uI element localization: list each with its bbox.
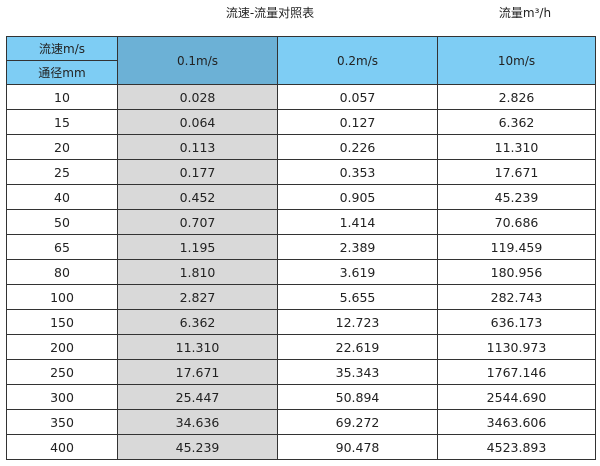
table-row: 350 34.636 69.272 3463.606 [6, 409, 596, 435]
flow-cell: 0.707 [117, 209, 278, 235]
diameter-cell: 65 [6, 234, 118, 260]
flow-cell: 0.057 [277, 84, 438, 110]
unit-label: 流量m³/h [498, 6, 552, 20]
flow-cell: 25.447 [117, 384, 278, 410]
flow-cell: 34.636 [117, 409, 278, 435]
diameter-cell: 20 [6, 134, 118, 160]
flow-cell: 70.686 [437, 209, 596, 235]
flow-cell: 17.671 [117, 359, 278, 385]
diameter-cell: 15 [6, 109, 118, 135]
diameter-cell: 100 [6, 284, 118, 310]
flow-cell: 1767.146 [437, 359, 596, 385]
table-row: 80 1.810 3.619 180.956 [6, 259, 596, 285]
flow-cell: 0.905 [277, 184, 438, 210]
flow-cell: 2.389 [277, 234, 438, 260]
flow-cell: 0.353 [277, 159, 438, 185]
diameter-cell: 40 [6, 184, 118, 210]
table-row: 15 0.064 0.127 6.362 [6, 109, 596, 135]
flow-cell: 6.362 [117, 309, 278, 335]
flow-cell: 4523.893 [437, 434, 596, 460]
column-header: 0.2m/s [277, 36, 438, 85]
diameter-cell: 150 [6, 309, 118, 335]
diameter-cell: 80 [6, 259, 118, 285]
flow-cell: 50.894 [277, 384, 438, 410]
table-row: 65 1.195 2.389 119.459 [6, 234, 596, 260]
flow-cell: 22.619 [277, 334, 438, 360]
flow-cell: 2.827 [117, 284, 278, 310]
flow-cell: 45.239 [117, 434, 278, 460]
flow-cell: 636.173 [437, 309, 596, 335]
flow-cell: 0.113 [117, 134, 278, 160]
flow-cell: 3463.606 [437, 409, 596, 435]
flow-cell: 5.655 [277, 284, 438, 310]
flow-cell: 1130.973 [437, 334, 596, 360]
diameter-cell: 400 [6, 434, 118, 460]
flow-cell: 12.723 [277, 309, 438, 335]
table-row: 150 6.362 12.723 636.173 [6, 309, 596, 335]
flow-cell: 1.195 [117, 234, 278, 260]
table-row: 20 0.113 0.226 11.310 [6, 134, 596, 160]
flow-cell: 45.239 [437, 184, 596, 210]
table-row: 400 45.239 90.478 4523.893 [6, 434, 596, 460]
flow-cell: 0.028 [117, 84, 278, 110]
flow-cell: 3.619 [277, 259, 438, 285]
flow-cell: 6.362 [437, 109, 596, 135]
flow-cell: 90.478 [277, 434, 438, 460]
flow-cell: 35.343 [277, 359, 438, 385]
diameter-cell: 25 [6, 159, 118, 185]
diameter-cell: 50 [6, 209, 118, 235]
diameter-header: 通径mm [6, 60, 118, 85]
flow-cell: 282.743 [437, 284, 596, 310]
diameter-cell: 250 [6, 359, 118, 385]
flow-cell: 17.671 [437, 159, 596, 185]
table-row: 300 25.447 50.894 2544.690 [6, 384, 596, 410]
table-row: 25 0.177 0.353 17.671 [6, 159, 596, 185]
column-header: 10m/s [437, 36, 596, 85]
table-title: 流速-流量对照表 [225, 6, 315, 20]
flow-cell: 11.310 [437, 134, 596, 160]
table-row: 40 0.452 0.905 45.239 [6, 184, 596, 210]
diameter-cell: 200 [6, 334, 118, 360]
table-row: 10 0.028 0.057 2.826 [6, 84, 596, 110]
flow-cell: 0.064 [117, 109, 278, 135]
flow-cell: 0.127 [277, 109, 438, 135]
table-row: 50 0.707 1.414 70.686 [6, 209, 596, 235]
diameter-cell: 10 [6, 84, 118, 110]
flow-cell: 1.414 [277, 209, 438, 235]
flow-cell: 2544.690 [437, 384, 596, 410]
flow-rate-table: 流速m/s 0.1m/s 0.2m/s 10m/s 通径mm 10 0.028 0.… [6, 36, 596, 460]
velocity-header: 流速m/s [6, 36, 118, 61]
diameter-cell: 300 [6, 384, 118, 410]
flow-cell: 2.826 [437, 84, 596, 110]
flow-cell: 0.452 [117, 184, 278, 210]
flow-cell: 119.459 [437, 234, 596, 260]
table-row: 100 2.827 5.655 282.743 [6, 284, 596, 310]
table-row: 200 11.310 22.619 1130.973 [6, 334, 596, 360]
flow-cell: 0.226 [277, 134, 438, 160]
flow-cell: 180.956 [437, 259, 596, 285]
flow-cell: 1.810 [117, 259, 278, 285]
diameter-cell: 350 [6, 409, 118, 435]
table-row: 250 17.671 35.343 1767.146 [6, 359, 596, 385]
flow-cell: 69.272 [277, 409, 438, 435]
flow-cell: 0.177 [117, 159, 278, 185]
flow-cell: 11.310 [117, 334, 278, 360]
column-header: 0.1m/s [117, 36, 278, 85]
